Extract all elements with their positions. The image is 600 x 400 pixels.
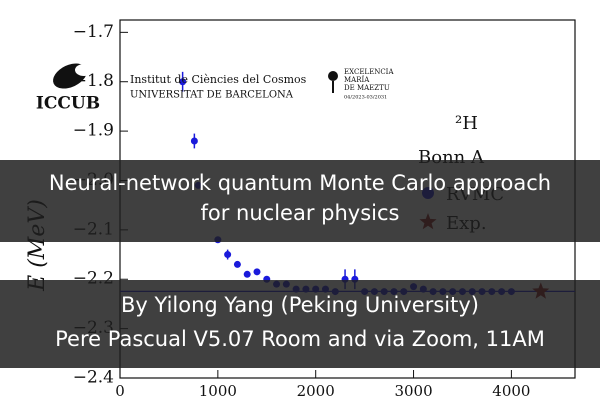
title-line: Neural-network quantum Monte Carlo appro… (48, 171, 552, 195)
logo-text: UNIVERSITAT DE BARCELONA (130, 90, 294, 101)
logo-text: 04/2023-03/2031 (344, 95, 387, 101)
point (253, 268, 261, 276)
point (243, 270, 251, 278)
logo-text: ICCUB (36, 94, 100, 114)
logo-mark (328, 71, 338, 81)
logo-text: EXCELENCIA (344, 68, 394, 76)
point (179, 78, 187, 86)
y-tick-label: −2.4 (73, 368, 114, 388)
speaker: By Yilong Yang (Peking University) (120, 293, 479, 317)
y-tick-label: −1.7 (73, 22, 114, 42)
annotation: ²H (455, 113, 478, 134)
point (190, 137, 198, 145)
logo-text: Institut de Ciències del Cosmos (130, 73, 307, 86)
y-tick-label: −1.9 (73, 121, 114, 141)
x-tick-label: 2000 (297, 382, 335, 400)
logo-text: DE MAEZTU (344, 84, 390, 92)
x-tick-label: 1000 (199, 382, 237, 400)
title-line: for nuclear physics (200, 201, 400, 225)
x-tick-label: 4000 (492, 382, 530, 400)
x-tick-label: 0 (115, 382, 125, 400)
details-band: By Yilong Yang (Peking University) Pere … (0, 280, 600, 368)
x-tick-label: 3000 (394, 382, 432, 400)
venue: Pere Pascual V5.07 Room and via Zoom, 11… (55, 327, 545, 351)
point (233, 260, 241, 268)
point (224, 251, 232, 259)
title-band: Neural-network quantum Monte Carlo appro… (0, 160, 600, 242)
logo-text: MARÍA (344, 75, 370, 84)
logo-iccub: ICCUB (36, 63, 100, 114)
